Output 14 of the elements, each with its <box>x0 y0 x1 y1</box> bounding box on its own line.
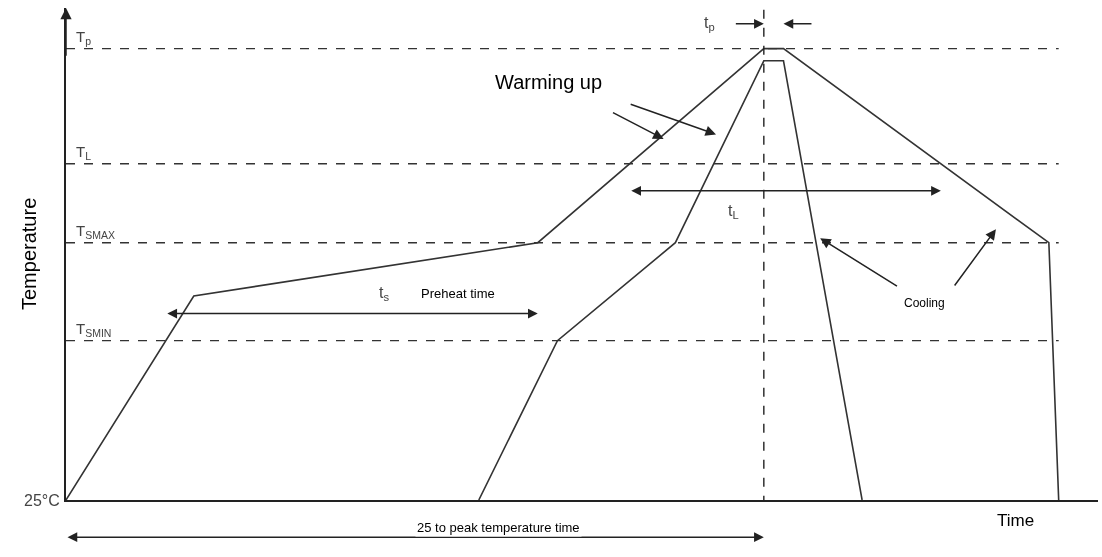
annotation: Cooling <box>904 296 945 310</box>
annotation: Preheat time <box>421 286 495 301</box>
text: t$_{p}$ <box>704 14 715 34</box>
annotation: t$_{s}$ <box>379 284 390 304</box>
y-axis-title: Temperature <box>18 197 40 310</box>
ref-line-label: T$_{SMIN}$ <box>76 320 112 340</box>
ref-line-label: T$_{SMAX}$ <box>76 222 115 242</box>
annotation: Warming up <box>495 71 603 93</box>
text: 25°C <box>24 492 60 509</box>
x-axis-title: Time <box>997 511 1035 530</box>
text: 25 to peak temperature time <box>417 520 580 535</box>
ref-line-label: T$_{L}$ <box>76 143 92 163</box>
ref-line-label: T$_{p}$ <box>76 28 92 48</box>
annotation: t$_{L}$ <box>728 202 739 222</box>
